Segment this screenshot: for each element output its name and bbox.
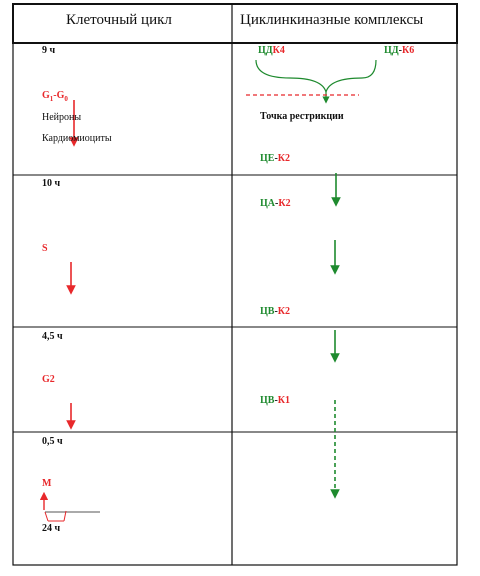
restriction-point-label: Точка рестрикции — [260, 111, 344, 122]
cdk1-cyclin-b-complex: ЦВ-К1 — [260, 395, 291, 406]
cdk6-complex: ЦД-К6 — [384, 45, 415, 56]
g1-duration: 9 ч — [42, 45, 56, 56]
m-duration: 0,5 ч — [42, 436, 63, 447]
header-cdk-complexes: Циклинкиназные комплексы — [240, 12, 424, 28]
s-phase-label: S — [42, 243, 48, 254]
s-duration: 10 ч — [42, 178, 61, 189]
cdk2-cyclin-a-complex: ЦА-К2 — [260, 198, 291, 209]
cell-type-neurons: Нейроны — [42, 112, 82, 123]
cycle-end-marker — [44, 510, 100, 522]
header-cell-cycle: Клеточный цикл — [66, 12, 172, 28]
m-phase-label: M — [42, 478, 52, 489]
table-grid — [12, 3, 458, 566]
g1-g0-phase-label: G1-G0 — [42, 90, 68, 103]
cycle-total-duration: 24 ч — [42, 523, 61, 534]
g2-phase-label: G2 — [42, 374, 55, 385]
cell-type-cardiomyocytes: Кардиомиоциты — [42, 133, 112, 144]
cdk2-cyclin-b-complex: ЦВ-К2 — [260, 306, 291, 317]
cdk4-complex: ЦДК4 — [258, 45, 285, 56]
restriction-brace — [255, 59, 377, 95]
g2-duration: 4,5 ч — [42, 331, 63, 342]
cdk2-cyclin-e-complex: ЦЕ-К2 — [260, 153, 291, 164]
